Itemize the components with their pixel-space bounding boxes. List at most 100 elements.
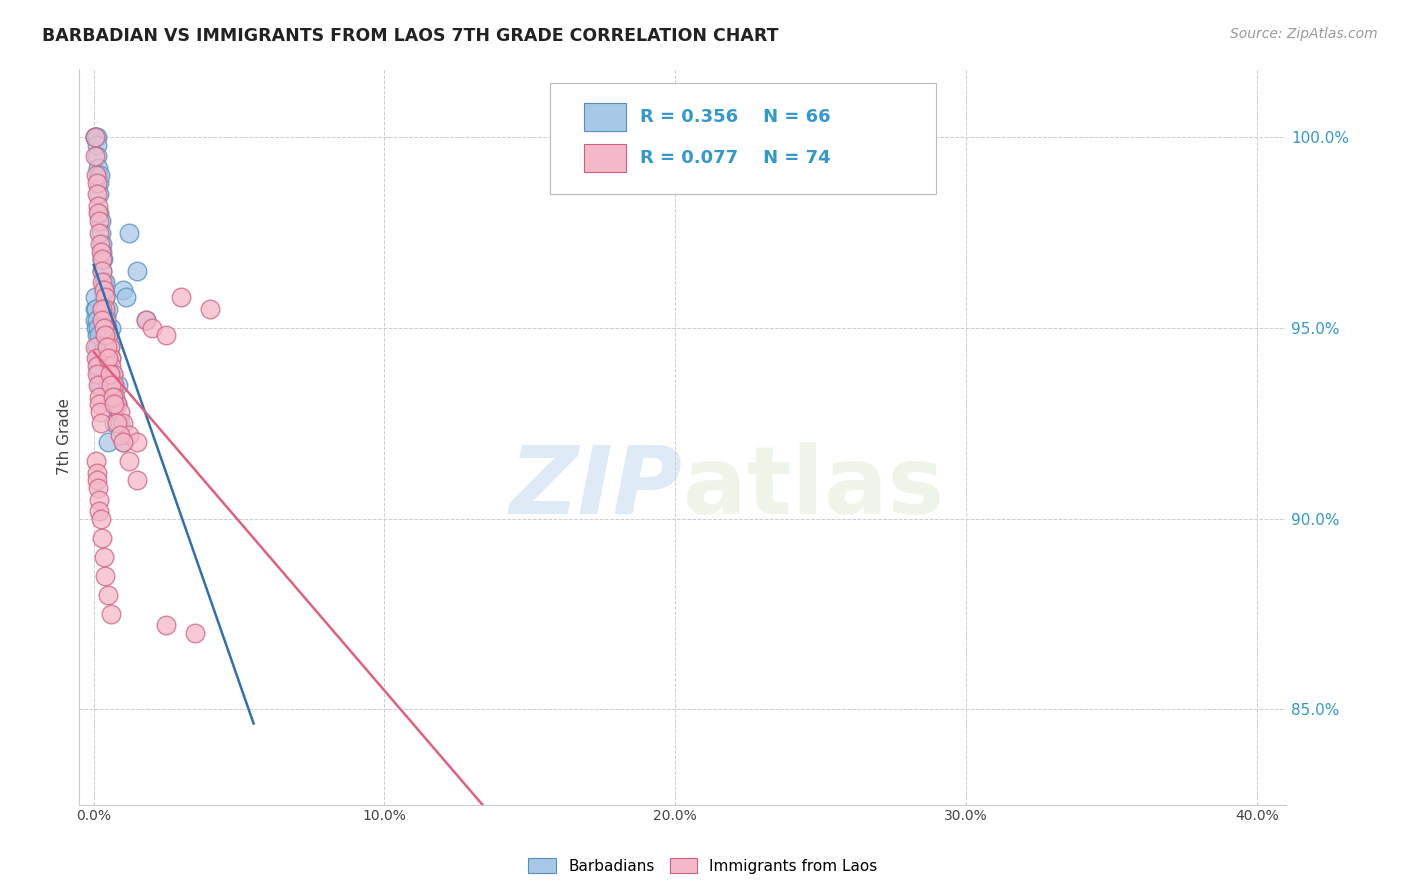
Point (84, 454, 107, 468)
Point (84, 130, 107, 145)
Point (103, 397, 125, 411)
Point (84, 313, 107, 327)
Point (84, 290, 107, 304)
Point (90, 237, 112, 252)
Point (93, 275, 115, 289)
Point (97, 378, 120, 392)
Point (93, 321, 115, 335)
Point (89, 367, 111, 381)
Point (184, 626, 207, 640)
Point (91, 313, 114, 327)
Point (84, 301, 107, 316)
Point (93, 290, 115, 304)
Point (198, 301, 221, 316)
Point (84, 130, 107, 145)
Point (100, 321, 122, 335)
Point (111, 416, 134, 430)
Point (91, 252, 114, 267)
Point (108, 416, 131, 430)
Point (87, 481, 110, 495)
Point (87, 359, 110, 373)
Point (87, 176, 110, 190)
Point (127, 263, 149, 277)
Point (101, 367, 124, 381)
Point (93, 283, 115, 297)
Point (170, 290, 193, 304)
Point (86, 130, 108, 145)
Point (111, 283, 134, 297)
Point (94, 301, 117, 316)
Text: Source: ZipAtlas.com: Source: ZipAtlas.com (1230, 27, 1378, 41)
Point (86, 359, 108, 373)
Point (100, 397, 122, 411)
Point (117, 427, 139, 442)
Point (90, 511, 112, 525)
Point (91, 263, 114, 277)
Point (94, 301, 117, 316)
Point (93, 340, 115, 354)
Point (86, 466, 108, 480)
Point (94, 275, 117, 289)
Point (93, 290, 115, 304)
Point (87, 206, 110, 220)
Point (127, 435, 149, 450)
Text: atlas: atlas (682, 442, 943, 534)
Point (100, 378, 122, 392)
Point (101, 390, 124, 404)
Point (98, 340, 121, 354)
Point (89, 187, 111, 202)
Point (105, 397, 128, 411)
Point (84, 130, 107, 145)
Point (87, 169, 110, 183)
Point (87, 390, 110, 404)
Point (84, 301, 107, 316)
Point (93, 549, 115, 564)
Point (117, 454, 139, 468)
Point (84, 169, 107, 183)
Point (90, 252, 112, 267)
Point (105, 397, 128, 411)
Point (155, 328, 177, 343)
Text: R = 0.077    N = 74: R = 0.077 N = 74 (640, 149, 831, 168)
Point (97, 435, 120, 450)
Point (94, 328, 117, 343)
Point (90, 301, 112, 316)
Point (105, 416, 128, 430)
Point (91, 531, 114, 545)
Point (141, 321, 163, 335)
Point (108, 427, 131, 442)
Point (135, 313, 157, 327)
Point (96, 321, 118, 335)
Point (86, 137, 108, 152)
Point (117, 226, 139, 240)
Point (87, 321, 110, 335)
Point (94, 351, 117, 366)
Point (87, 328, 110, 343)
Point (96, 321, 118, 335)
Text: R = 0.356    N = 66: R = 0.356 N = 66 (640, 108, 831, 126)
Point (97, 588, 120, 602)
Point (90, 226, 112, 240)
Point (100, 359, 122, 373)
Point (87, 378, 110, 392)
FancyBboxPatch shape (583, 144, 626, 171)
Point (94, 313, 117, 327)
Point (97, 328, 120, 343)
Point (93, 283, 115, 297)
Point (84, 340, 107, 354)
Point (90, 244, 112, 259)
Point (103, 416, 125, 430)
Point (97, 301, 120, 316)
Point (100, 351, 122, 366)
Point (87, 161, 110, 175)
Point (87, 214, 110, 228)
Point (101, 367, 124, 381)
Point (98, 340, 121, 354)
Point (90, 244, 112, 259)
Point (91, 321, 114, 335)
Point (108, 405, 131, 419)
Point (89, 378, 111, 392)
Point (114, 290, 136, 304)
Point (98, 367, 121, 381)
Point (84, 130, 107, 145)
